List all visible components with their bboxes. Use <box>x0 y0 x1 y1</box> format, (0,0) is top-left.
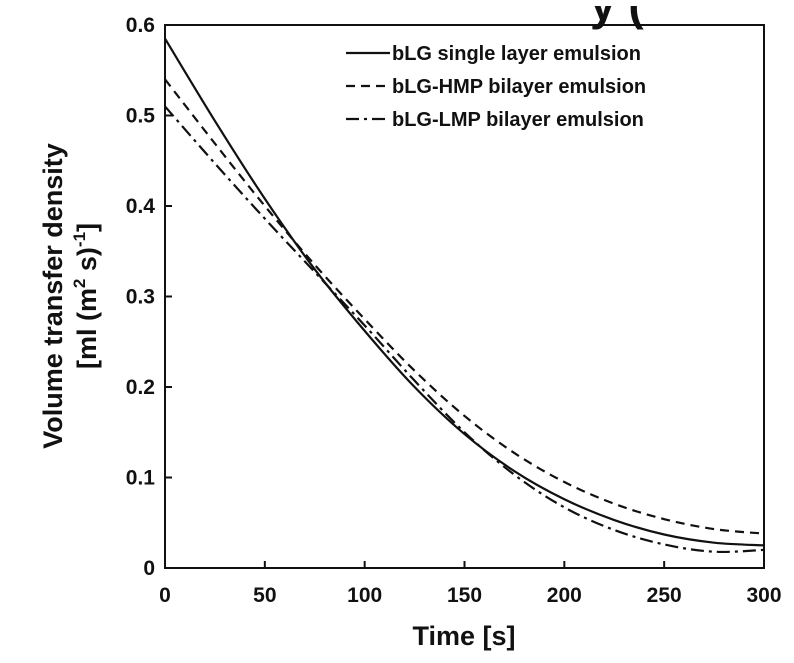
y-axis-title-line2: [ml (m2 s)-1] <box>70 223 102 369</box>
y-tick-label: 0.3 <box>126 286 155 309</box>
tick-labels: 0 50 100 150 200 250 300 0 0.1 0.2 0.3 0.4 0.5 0.6 <box>126 14 782 607</box>
y-tick-label: 0 <box>143 557 155 580</box>
x-tick-label: 50 <box>253 584 276 607</box>
plot-area-frame <box>164 24 765 569</box>
y-tick-label: 0.4 <box>126 195 156 218</box>
y-axis-title: Volume transfer density [ml (m2 s)-1] <box>38 143 102 449</box>
y-tick-label: 0.1 <box>126 467 156 490</box>
y-axis-unit-sup-minus1: -1 <box>70 232 89 247</box>
x-tick-label: 300 <box>746 584 781 607</box>
axis-ticks <box>164 24 765 569</box>
legend-label-3: bLG-LMP bilayer emulsion <box>392 109 644 131</box>
x-tick-label: 100 <box>347 584 382 607</box>
series-layer <box>164 38 765 554</box>
y-tick-label: 0.2 <box>126 376 155 399</box>
y-axis-unit-mid: s) <box>72 247 102 279</box>
y-axis-title-line1: Volume transfer density <box>38 143 68 449</box>
legend-label-1: bLG single layer emulsion <box>392 43 641 65</box>
x-tick-label: 250 <box>647 584 682 607</box>
series-line-1 <box>164 38 765 547</box>
y-axis-unit-close: ] <box>72 223 102 232</box>
y-tick-label: 0.6 <box>126 14 155 37</box>
y-tick-label: 0.5 <box>126 105 156 128</box>
series-line-2 <box>164 78 765 535</box>
series-line-3 <box>164 105 765 554</box>
legend-label-2: bLG-HMP bilayer emulsion <box>392 76 646 98</box>
x-tick-label: 200 <box>547 584 582 607</box>
legend: bLG single layer emulsion bLG-HMP bilayer… <box>346 43 646 131</box>
y-axis-unit-sup-2: 2 <box>70 279 89 288</box>
y-axis-unit-open: [ml (m <box>72 288 102 369</box>
x-tick-label: 0 <box>159 584 171 607</box>
x-tick-label: 150 <box>447 584 482 607</box>
x-axis-title: Time [s] <box>412 621 515 651</box>
title-mask <box>0 0 794 6</box>
